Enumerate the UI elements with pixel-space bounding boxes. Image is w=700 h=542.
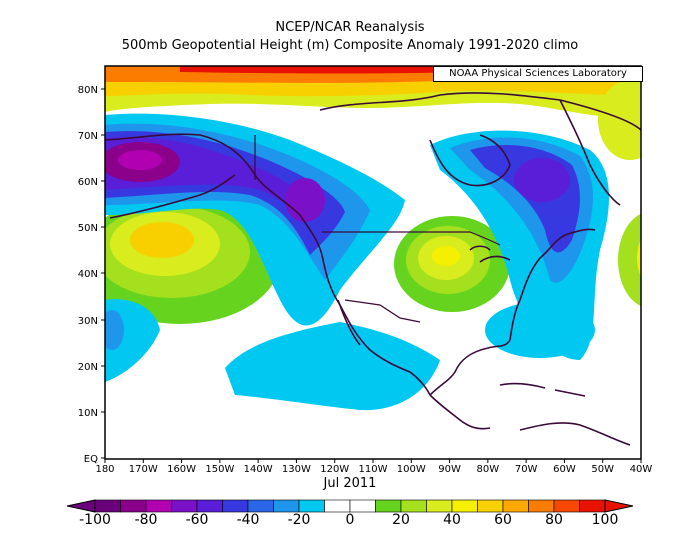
colorbar-swatch bbox=[502, 499, 529, 513]
lon-label: 100W bbox=[397, 464, 426, 475]
colorbar-swatch bbox=[553, 499, 580, 513]
colorbar-swatch bbox=[579, 499, 606, 513]
colorbar-swatch bbox=[196, 499, 223, 513]
caribbean-islands bbox=[499, 382, 586, 397]
map-title: NCEP/NCAR Reanalysis bbox=[275, 20, 425, 35]
colorbar-label: 60 bbox=[494, 512, 512, 528]
us-mexico-border bbox=[344, 299, 421, 323]
caribbean-trough bbox=[485, 302, 595, 358]
colorbar-swatch bbox=[375, 499, 402, 513]
lat-label-30n: 30N bbox=[78, 316, 98, 327]
colorbar-label: -60 bbox=[185, 512, 209, 528]
lon-axis: 180 170W 160W 150W 140W 130W 120W 110W 100W 90W 80… bbox=[95, 459, 652, 475]
colorbar-min-arrow bbox=[66, 499, 96, 513]
lat-axis bbox=[101, 88, 105, 459]
greenland-high bbox=[598, 80, 641, 160]
lat-label-40n: 40N bbox=[78, 269, 98, 280]
colorbar-swatch bbox=[273, 499, 300, 513]
aleutian-chain bbox=[109, 174, 236, 219]
colorbar-swatch bbox=[528, 499, 555, 513]
subtropic-trough bbox=[225, 322, 440, 411]
lon-label: 150W bbox=[205, 464, 234, 475]
pacific-high-core bbox=[130, 222, 194, 258]
lon-label: 170W bbox=[129, 464, 158, 475]
coastlines bbox=[105, 92, 641, 446]
lat-label-80n: 80N bbox=[78, 85, 98, 96]
colorbar-swatch bbox=[247, 499, 274, 513]
lat-label-70n: 70N bbox=[78, 131, 98, 142]
borders bbox=[254, 135, 501, 323]
gulf-coast bbox=[429, 339, 511, 396]
central-america bbox=[429, 394, 491, 430]
colorbar-label: 40 bbox=[443, 512, 461, 528]
colorbar-max-arrow bbox=[604, 499, 634, 513]
colorbar-swatch bbox=[349, 499, 376, 513]
period-label: Jul 2011 bbox=[323, 476, 377, 491]
ne-low-core bbox=[514, 158, 570, 202]
lat-labels: 80N 70N 60N 50N 40N 30N 20N 10N EQ bbox=[78, 85, 98, 465]
lat-label-50n: 50N bbox=[78, 223, 98, 234]
credit-label: NOAA Physical Sciences Laboratory bbox=[433, 66, 643, 82]
alaska-low-core bbox=[118, 150, 162, 170]
lon-label: 80W bbox=[477, 464, 500, 475]
lon-label: 160W bbox=[167, 464, 196, 475]
colorbar-swatch bbox=[400, 499, 427, 513]
lat-label-10n: 10N bbox=[78, 408, 98, 419]
colorbar bbox=[66, 499, 634, 513]
colorbar-swatch bbox=[477, 499, 504, 513]
atlantic-high bbox=[618, 213, 641, 307]
west-coast bbox=[321, 254, 431, 396]
lat-label-20n: 20N bbox=[78, 362, 98, 373]
hudson-bay bbox=[429, 134, 511, 187]
colorbar-swatch bbox=[120, 499, 147, 513]
south-america-north bbox=[519, 422, 631, 446]
colorbar-label: -100 bbox=[79, 512, 111, 528]
central-us-high-core bbox=[432, 246, 460, 266]
map-subtitle: 500mb Geopotential Height (m) Composite … bbox=[121, 38, 579, 53]
lon-label: 180 bbox=[95, 464, 114, 475]
alaska-coast bbox=[105, 133, 323, 256]
colorbar-label: -40 bbox=[236, 512, 260, 528]
colorbar-swatch bbox=[324, 499, 351, 513]
west-pacific-low bbox=[105, 310, 124, 350]
colorbar-label: -80 bbox=[134, 512, 158, 528]
colorbar-label: -20 bbox=[287, 512, 311, 528]
baja-coast bbox=[337, 299, 361, 346]
colorbar-swatch bbox=[451, 499, 478, 513]
atlantic-high-inner bbox=[637, 239, 641, 277]
lat-label-60n: 60N bbox=[78, 177, 98, 188]
greenland-west bbox=[559, 99, 621, 206]
colorbar-label: 20 bbox=[392, 512, 410, 528]
lon-label: 120W bbox=[320, 464, 349, 475]
lon-label: 140W bbox=[244, 464, 273, 475]
east-coast bbox=[509, 228, 596, 341]
great-lakes bbox=[469, 245, 511, 263]
colorbar-swatch bbox=[426, 499, 453, 513]
lon-label: 110W bbox=[359, 464, 388, 475]
canadian-arctic bbox=[319, 92, 641, 131]
lon-label: 130W bbox=[282, 464, 311, 475]
lon-label: 50W bbox=[591, 464, 614, 475]
lat-label-eq: EQ bbox=[84, 454, 98, 465]
colorbar-label: 0 bbox=[345, 512, 355, 528]
colorbar-label: 100 bbox=[591, 512, 619, 528]
lon-label: 60W bbox=[553, 464, 576, 475]
colorbar-swatch bbox=[94, 499, 121, 513]
lon-label: 70W bbox=[515, 464, 538, 475]
colorbar-swatch bbox=[222, 499, 249, 513]
colorbar-swatch bbox=[171, 499, 198, 513]
colorbar-label: 80 bbox=[545, 512, 563, 528]
positive-band-top-max bbox=[180, 66, 460, 74]
lon-label: 40W bbox=[630, 464, 653, 475]
lon-label: 90W bbox=[438, 464, 461, 475]
us-canada-border bbox=[322, 231, 501, 246]
nw-coast-low bbox=[285, 178, 325, 222]
colorbar-swatch bbox=[145, 499, 172, 513]
colorbar-swatch bbox=[298, 499, 325, 513]
